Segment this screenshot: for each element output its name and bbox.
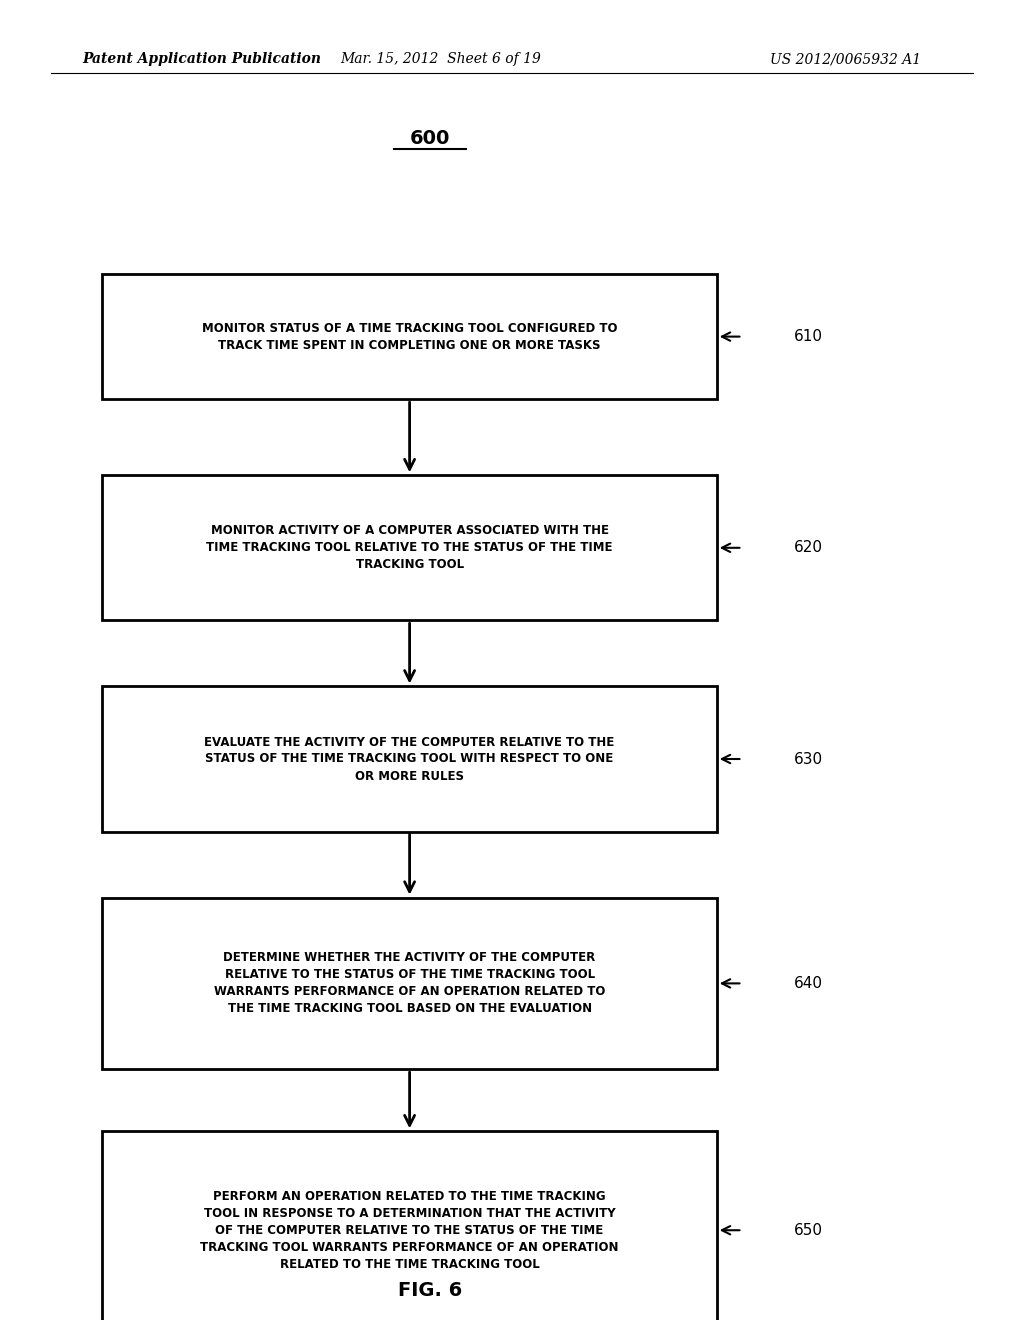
Text: 620: 620	[794, 540, 822, 556]
Text: PERFORM AN OPERATION RELATED TO THE TIME TRACKING
TOOL IN RESPONSE TO A DETERMIN: PERFORM AN OPERATION RELATED TO THE TIME…	[201, 1189, 618, 1271]
Text: 650: 650	[794, 1222, 822, 1238]
Bar	[102, 686, 717, 832]
Text: FIG. 6: FIG. 6	[398, 1282, 462, 1300]
Bar	[102, 275, 717, 399]
Bar	[102, 898, 717, 1069]
Text: Mar. 15, 2012  Sheet 6 of 19: Mar. 15, 2012 Sheet 6 of 19	[340, 53, 541, 66]
Text: MONITOR ACTIVITY OF A COMPUTER ASSOCIATED WITH THE
TIME TRACKING TOOL RELATIVE T: MONITOR ACTIVITY OF A COMPUTER ASSOCIATE…	[207, 524, 612, 572]
Text: US 2012/0065932 A1: US 2012/0065932 A1	[770, 53, 922, 66]
Text: Patent Application Publication: Patent Application Publication	[82, 53, 321, 66]
Text: 610: 610	[794, 329, 822, 345]
Text: 640: 640	[794, 975, 822, 991]
Text: DETERMINE WHETHER THE ACTIVITY OF THE COMPUTER
RELATIVE TO THE STATUS OF THE TIM: DETERMINE WHETHER THE ACTIVITY OF THE CO…	[214, 952, 605, 1015]
Text: 630: 630	[794, 751, 822, 767]
Text: EVALUATE THE ACTIVITY OF THE COMPUTER RELATIVE TO THE
STATUS OF THE TIME TRACKIN: EVALUATE THE ACTIVITY OF THE COMPUTER RE…	[205, 735, 614, 783]
Text: 600: 600	[410, 129, 451, 148]
Text: MONITOR STATUS OF A TIME TRACKING TOOL CONFIGURED TO
TRACK TIME SPENT IN COMPLET: MONITOR STATUS OF A TIME TRACKING TOOL C…	[202, 322, 617, 351]
Bar	[102, 475, 717, 620]
Bar	[102, 1131, 717, 1320]
